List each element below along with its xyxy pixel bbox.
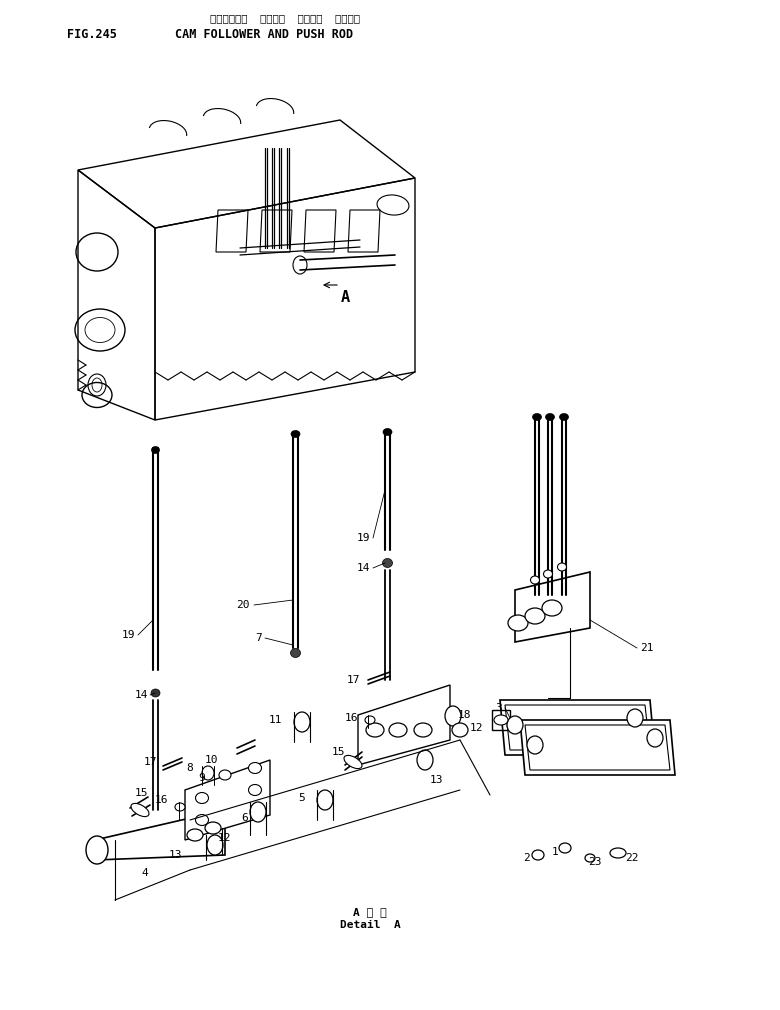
Ellipse shape xyxy=(291,430,300,437)
Text: カムフォロワ  オヨビ゛  ブッシュ  ロッド゛: カムフォロワ オヨビ゛ ブッシュ ロッド゛ xyxy=(210,13,360,23)
Ellipse shape xyxy=(196,814,208,825)
Ellipse shape xyxy=(545,413,555,420)
Text: 18: 18 xyxy=(458,710,471,720)
Text: A: A xyxy=(340,291,349,305)
Text: 6: 6 xyxy=(241,813,248,823)
Ellipse shape xyxy=(507,716,523,734)
Ellipse shape xyxy=(344,755,362,769)
Text: 17: 17 xyxy=(346,675,360,685)
Ellipse shape xyxy=(131,803,149,817)
Ellipse shape xyxy=(544,570,552,578)
Text: 12: 12 xyxy=(218,833,232,843)
Ellipse shape xyxy=(530,576,540,584)
Ellipse shape xyxy=(558,563,566,571)
Text: 13: 13 xyxy=(168,850,182,860)
Ellipse shape xyxy=(627,709,643,727)
Text: Detail  A: Detail A xyxy=(339,920,400,930)
Ellipse shape xyxy=(205,822,221,834)
Ellipse shape xyxy=(508,615,528,631)
Ellipse shape xyxy=(585,854,595,862)
Text: A 部 詳: A 部 詳 xyxy=(353,907,387,917)
Ellipse shape xyxy=(445,706,461,726)
Text: 1: 1 xyxy=(551,847,558,857)
Ellipse shape xyxy=(389,723,407,737)
Ellipse shape xyxy=(647,729,663,747)
Ellipse shape xyxy=(187,829,203,841)
Text: 3: 3 xyxy=(495,703,502,713)
Ellipse shape xyxy=(533,413,541,420)
Ellipse shape xyxy=(494,715,508,725)
Text: CAM FOLLOWER AND PUSH ROD: CAM FOLLOWER AND PUSH ROD xyxy=(175,28,353,41)
Ellipse shape xyxy=(527,736,543,754)
Text: 5: 5 xyxy=(298,793,305,803)
Text: 17: 17 xyxy=(144,758,157,767)
Text: 22: 22 xyxy=(625,853,639,863)
Ellipse shape xyxy=(151,446,159,453)
Ellipse shape xyxy=(86,836,108,864)
Text: 4: 4 xyxy=(141,868,148,878)
Text: FIG.245: FIG.245 xyxy=(67,28,117,41)
Polygon shape xyxy=(520,720,675,775)
Ellipse shape xyxy=(249,763,261,774)
Text: 11: 11 xyxy=(268,715,282,725)
Text: 13: 13 xyxy=(430,775,444,785)
Ellipse shape xyxy=(383,428,392,435)
Ellipse shape xyxy=(417,750,433,770)
Ellipse shape xyxy=(175,803,185,811)
Ellipse shape xyxy=(196,793,208,804)
Ellipse shape xyxy=(202,766,214,780)
Text: 7: 7 xyxy=(255,633,262,643)
Polygon shape xyxy=(515,572,590,642)
Text: 19: 19 xyxy=(122,630,135,640)
Text: 16: 16 xyxy=(345,713,358,723)
Ellipse shape xyxy=(151,689,160,697)
Polygon shape xyxy=(95,810,225,860)
Text: 19: 19 xyxy=(356,533,370,543)
Ellipse shape xyxy=(290,648,300,658)
Ellipse shape xyxy=(559,413,569,420)
Text: 15: 15 xyxy=(134,788,148,798)
Ellipse shape xyxy=(249,785,261,796)
Ellipse shape xyxy=(219,770,231,780)
Ellipse shape xyxy=(610,848,626,858)
Ellipse shape xyxy=(207,835,223,855)
Ellipse shape xyxy=(414,723,432,737)
Ellipse shape xyxy=(366,723,384,737)
Polygon shape xyxy=(500,700,655,755)
Ellipse shape xyxy=(365,716,375,724)
Polygon shape xyxy=(185,760,270,840)
Text: 14: 14 xyxy=(134,690,148,700)
Text: 20: 20 xyxy=(236,600,250,610)
Text: 2: 2 xyxy=(523,853,530,863)
Text: 9: 9 xyxy=(198,773,205,783)
Ellipse shape xyxy=(542,600,562,616)
Ellipse shape xyxy=(559,843,571,853)
Ellipse shape xyxy=(382,559,392,568)
Ellipse shape xyxy=(452,723,468,737)
Text: 21: 21 xyxy=(640,643,654,653)
Text: 8: 8 xyxy=(186,763,193,773)
Ellipse shape xyxy=(525,608,545,624)
Text: 15: 15 xyxy=(332,747,345,758)
Text: 23: 23 xyxy=(588,857,601,867)
Text: 10: 10 xyxy=(204,755,218,765)
Ellipse shape xyxy=(532,850,544,860)
Polygon shape xyxy=(358,685,450,765)
Ellipse shape xyxy=(250,802,266,822)
Ellipse shape xyxy=(294,712,310,732)
Text: 12: 12 xyxy=(470,723,484,733)
Ellipse shape xyxy=(317,790,333,810)
Text: 14: 14 xyxy=(356,563,370,573)
Text: 16: 16 xyxy=(154,795,168,805)
